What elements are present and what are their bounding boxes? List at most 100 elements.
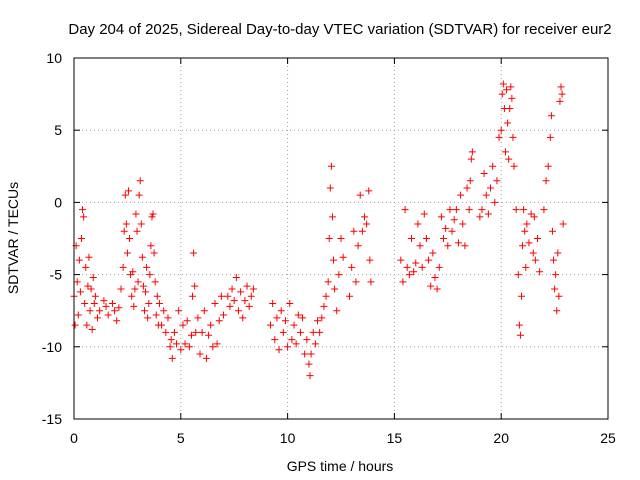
data-point bbox=[79, 206, 87, 214]
data-point bbox=[544, 162, 552, 170]
data-point bbox=[405, 271, 413, 279]
data-point bbox=[527, 210, 535, 218]
y-axis-label: SDTVAR / TECUs bbox=[5, 182, 21, 294]
data-point bbox=[271, 336, 279, 344]
data-point bbox=[316, 328, 324, 336]
data-point bbox=[446, 206, 454, 214]
data-point bbox=[520, 206, 528, 214]
data-point bbox=[108, 299, 116, 307]
data-point bbox=[128, 292, 136, 300]
data-point bbox=[556, 97, 564, 105]
data-point bbox=[143, 263, 151, 271]
data-point bbox=[84, 282, 92, 290]
data-point bbox=[220, 311, 228, 319]
data-point bbox=[124, 187, 132, 195]
data-point bbox=[134, 278, 142, 286]
data-point bbox=[121, 191, 129, 199]
data-point bbox=[444, 242, 452, 250]
data-point bbox=[209, 343, 217, 351]
data-point bbox=[135, 191, 143, 199]
y-tick-labels: -15 -10 -5 0 5 10 bbox=[42, 50, 62, 427]
data-point bbox=[420, 210, 428, 218]
data-point bbox=[534, 235, 542, 242]
data-point bbox=[146, 271, 154, 279]
data-point bbox=[358, 227, 366, 235]
data-point bbox=[123, 249, 131, 257]
data-point bbox=[170, 328, 178, 336]
data-point bbox=[416, 242, 424, 250]
data-point bbox=[213, 340, 221, 348]
data-point bbox=[301, 350, 309, 358]
data-point bbox=[457, 191, 465, 199]
data-point bbox=[140, 307, 148, 315]
data-point bbox=[175, 307, 183, 315]
x-tick-labels: 0 5 10 15 20 25 bbox=[70, 430, 616, 446]
data-point bbox=[425, 256, 433, 264]
data-point bbox=[120, 227, 128, 235]
data-point bbox=[158, 321, 166, 329]
data-point bbox=[113, 317, 121, 325]
data-point bbox=[149, 210, 157, 218]
data-point bbox=[305, 360, 313, 368]
data-point bbox=[412, 259, 420, 267]
data-point bbox=[142, 288, 150, 296]
data-point bbox=[514, 271, 522, 279]
data-point bbox=[202, 354, 210, 362]
y-tick-label: -5 bbox=[50, 267, 63, 283]
data-point bbox=[290, 321, 298, 329]
data-point bbox=[115, 304, 123, 312]
data-point bbox=[499, 80, 507, 88]
x-tick-label: 25 bbox=[600, 430, 616, 446]
data-point bbox=[530, 213, 538, 221]
data-point bbox=[508, 94, 516, 102]
data-point bbox=[243, 282, 251, 290]
data-point bbox=[200, 307, 208, 315]
data-point bbox=[85, 253, 93, 261]
data-point bbox=[74, 311, 82, 319]
data-point bbox=[314, 317, 322, 325]
data-point bbox=[422, 235, 430, 242]
data-point bbox=[138, 253, 146, 261]
data-point bbox=[148, 213, 156, 221]
data-point bbox=[322, 292, 330, 300]
data-point bbox=[160, 307, 168, 315]
data-point bbox=[93, 314, 101, 322]
data-point bbox=[267, 321, 275, 329]
data-point bbox=[318, 314, 326, 322]
data-point bbox=[286, 299, 294, 307]
data-point bbox=[147, 242, 155, 250]
data-point bbox=[226, 302, 234, 310]
data-point bbox=[111, 307, 119, 315]
data-point bbox=[192, 328, 200, 336]
data-point bbox=[531, 256, 539, 264]
data-point bbox=[466, 177, 474, 185]
data-point bbox=[234, 307, 242, 315]
data-point bbox=[284, 343, 292, 351]
data-point bbox=[230, 297, 238, 305]
data-point bbox=[559, 220, 567, 228]
data-point bbox=[553, 307, 561, 315]
data-point bbox=[130, 302, 138, 310]
data-point bbox=[487, 184, 495, 192]
data-point bbox=[90, 299, 98, 307]
data-point bbox=[306, 372, 314, 380]
data-point bbox=[86, 307, 94, 315]
data-point bbox=[294, 311, 302, 319]
data-point bbox=[482, 191, 490, 199]
data-point bbox=[516, 331, 524, 339]
data-point bbox=[275, 346, 283, 354]
data-point bbox=[346, 292, 354, 300]
data-point bbox=[269, 299, 277, 307]
data-point bbox=[493, 177, 501, 185]
data-point bbox=[96, 307, 104, 315]
data-point bbox=[498, 90, 506, 98]
data-point bbox=[205, 331, 213, 339]
data-point bbox=[191, 282, 199, 290]
data-point bbox=[173, 340, 181, 348]
data-point bbox=[504, 119, 512, 127]
data-point bbox=[71, 321, 79, 329]
data-point bbox=[281, 317, 289, 325]
x-tick-label: 15 bbox=[387, 430, 403, 446]
data-point bbox=[367, 278, 375, 286]
data-point bbox=[277, 307, 285, 315]
